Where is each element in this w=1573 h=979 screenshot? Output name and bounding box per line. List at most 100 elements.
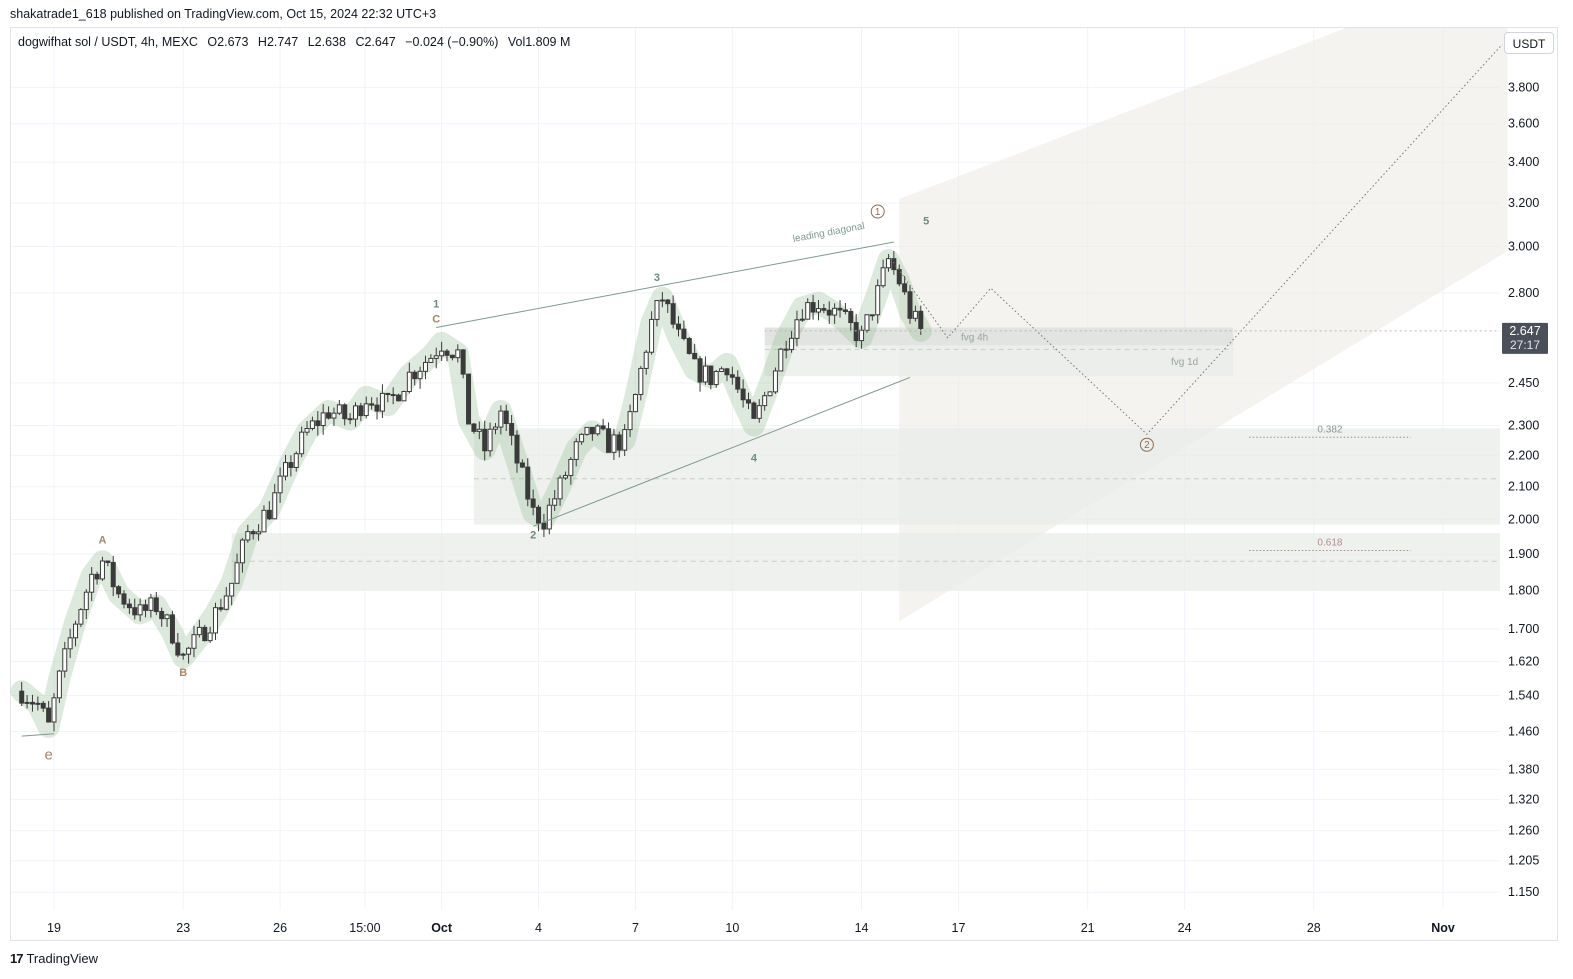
candle-body (175, 642, 181, 656)
candle-body (832, 307, 838, 316)
candle-body (406, 371, 412, 393)
circled-label-ring (1139, 437, 1154, 452)
zone-area-3 (231, 533, 1500, 591)
candle-body (794, 319, 800, 339)
candle-body (471, 423, 477, 432)
currency-button[interactable]: USDT (1504, 32, 1554, 54)
candle-body (546, 504, 552, 530)
zone-label: fvg 1d (1171, 357, 1198, 368)
candle-body (665, 299, 671, 305)
candle-body (789, 337, 795, 351)
candle-body (19, 690, 25, 704)
candle-body (342, 404, 348, 420)
candle-body (369, 403, 375, 406)
candle-body (681, 328, 687, 340)
candle-body (864, 314, 870, 331)
last-price-value: 2.647 (1509, 324, 1540, 338)
candle-body (460, 349, 466, 375)
candle-body (562, 475, 568, 479)
publisher-line: shakatrade1_618 published on TradingView… (10, 7, 437, 21)
y-tick-label: 3.200 (1508, 196, 1539, 210)
candle-body (503, 410, 509, 425)
candle-body (320, 412, 326, 427)
candle-body (767, 391, 773, 397)
candle-body (315, 420, 321, 427)
candle-body (837, 307, 843, 311)
candle-body (234, 562, 240, 584)
candle-body (428, 357, 434, 363)
zone-fvg-1d (764, 345, 1234, 377)
candle-body (509, 423, 515, 436)
candle-body (638, 367, 644, 395)
candle-body (584, 426, 590, 435)
x-tick-label: 7 (632, 921, 639, 935)
candle-body (283, 462, 288, 477)
y-tick-label: 3.800 (1508, 80, 1539, 94)
base-line (21, 733, 55, 737)
candle-body (778, 348, 784, 372)
candle-body (449, 354, 455, 359)
candle-body (288, 462, 294, 468)
candle-body (740, 388, 746, 401)
candle-body (692, 352, 698, 360)
candle-body (859, 329, 865, 342)
candle-body (826, 309, 832, 316)
change-value: −0.024 (−0.90%) (405, 35, 499, 49)
wedge-lower-line (532, 376, 911, 527)
candle-body (422, 361, 428, 372)
candle-body (126, 603, 132, 609)
wave-label-5: 5 (923, 215, 929, 227)
candle-body (250, 531, 256, 535)
candle-body (137, 604, 143, 616)
x-tick-label: 4 (535, 921, 542, 935)
candle-body (186, 647, 192, 655)
candle-body (568, 458, 574, 477)
projection-path (888, 44, 1503, 435)
candle-body (277, 475, 283, 494)
candle-body (848, 310, 854, 324)
candle-body (29, 701, 35, 705)
candle-body (272, 492, 278, 520)
y-tick-label: 1.320 (1508, 792, 1539, 806)
candle-body (164, 614, 170, 620)
volume-value: Vol1.809 M (507, 35, 571, 49)
candle-body (525, 466, 531, 500)
candle-body (649, 318, 655, 353)
candle-body (482, 428, 488, 452)
y-tick-label: 3.600 (1508, 117, 1539, 131)
y-tick-label: 3.400 (1508, 155, 1539, 169)
candle-body (261, 509, 267, 533)
candle-body (207, 632, 213, 642)
circled-label-2: 2 (1144, 440, 1150, 451)
candle-body (606, 428, 612, 453)
candle-body (89, 573, 95, 593)
candle-body (299, 431, 305, 455)
y-tick-label: 2.800 (1508, 286, 1539, 300)
wedge-label: leading diagonal (792, 221, 866, 245)
candle-body (842, 309, 848, 312)
candle-body (202, 626, 208, 642)
candle-body (245, 531, 251, 541)
candle-body (99, 560, 105, 580)
candle-body (869, 314, 875, 317)
candle-body (326, 412, 332, 419)
tradingview-logo[interactable]: 17 TradingView (10, 951, 98, 966)
candle-body (239, 539, 245, 564)
symbol-name: dogwifhat sol / USDT, 4h, MEXC (18, 35, 198, 49)
candle-body (73, 623, 79, 639)
x-tick-label: 26 (273, 921, 287, 935)
candle-body (331, 412, 337, 419)
wave-label-1: 1 (433, 299, 439, 311)
candle-body (46, 707, 52, 723)
wave-labels: e A B 1 C 2 3 4 5 1 2 (44, 204, 1154, 764)
chart-frame[interactable] (10, 27, 1558, 941)
candle-body (110, 561, 116, 588)
y-tick-label: 1.620 (1508, 654, 1539, 668)
candle-body (266, 509, 272, 520)
candle-body (756, 405, 762, 419)
candle-body (196, 626, 202, 636)
candle-body (875, 285, 881, 316)
candle-body (627, 411, 633, 431)
wave-label-3: 3 (654, 272, 660, 284)
